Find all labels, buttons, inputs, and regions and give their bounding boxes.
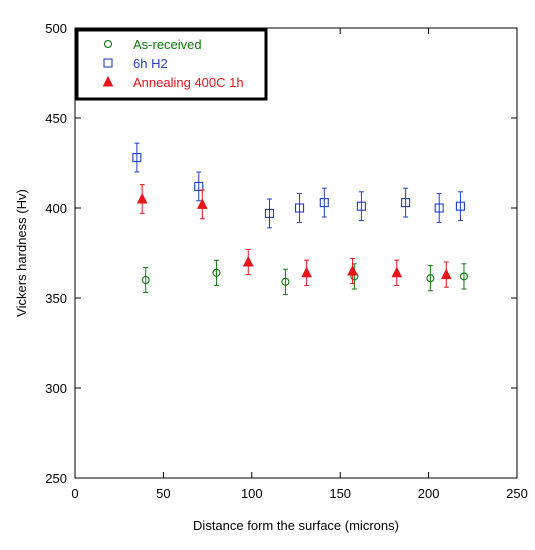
data-point xyxy=(440,268,452,280)
data-point xyxy=(132,153,142,163)
x-tick-label: 0 xyxy=(71,486,78,501)
data-point xyxy=(294,203,305,213)
plot-frame xyxy=(74,27,518,479)
data-point xyxy=(319,198,329,208)
y-axis-label: Vickers hardness (Hv) xyxy=(14,189,29,317)
y-tick-label: 500 xyxy=(45,21,67,36)
data-point xyxy=(141,275,150,285)
y-tick-label: 250 xyxy=(45,471,67,486)
legend-label-1: 6h H2 xyxy=(133,56,168,71)
x-tick-label: 100 xyxy=(241,486,263,501)
data-point xyxy=(391,266,403,278)
legend-marker-2 xyxy=(102,75,114,87)
data-point xyxy=(434,203,444,213)
series-1 xyxy=(132,142,465,229)
x-tick-label: 250 xyxy=(506,486,528,501)
data-point xyxy=(356,201,366,211)
data-point xyxy=(242,255,254,267)
data-marks xyxy=(132,142,469,295)
data-point xyxy=(136,192,148,204)
data-point xyxy=(196,198,208,209)
data-point xyxy=(347,264,358,276)
x-tick-label: 150 xyxy=(329,486,351,501)
y-tick-label: 350 xyxy=(45,291,67,306)
data-point xyxy=(426,274,435,283)
data-point xyxy=(264,208,275,218)
y-tick-label: 400 xyxy=(45,201,67,216)
y-tick-label: 300 xyxy=(45,381,67,396)
data-point xyxy=(401,198,411,208)
series-2 xyxy=(136,184,452,288)
legend-marker-0 xyxy=(103,39,113,49)
data-point xyxy=(455,201,465,211)
series-0 xyxy=(141,259,469,295)
data-point xyxy=(281,277,290,286)
data-point xyxy=(212,268,221,277)
data-point xyxy=(301,266,312,278)
x-axis-label: Distance form the surface (microns) xyxy=(193,518,399,533)
x-tick-label: 200 xyxy=(418,486,440,501)
legend-label-0: As-received xyxy=(133,37,202,52)
y-tick-label: 450 xyxy=(45,111,67,126)
axis-ticks: 0 50 100 150 200 250 250 300 350 400 450 500 xyxy=(45,21,528,501)
legend-marker-1 xyxy=(103,58,113,68)
data-point xyxy=(194,181,204,191)
legend-box xyxy=(75,28,268,101)
legend: As-received 6h H2 Annealing 400C 1h xyxy=(102,37,244,90)
data-point xyxy=(459,272,469,281)
x-tick-label: 50 xyxy=(156,486,170,501)
legend-label-2: Annealing 400C 1h xyxy=(133,75,244,90)
